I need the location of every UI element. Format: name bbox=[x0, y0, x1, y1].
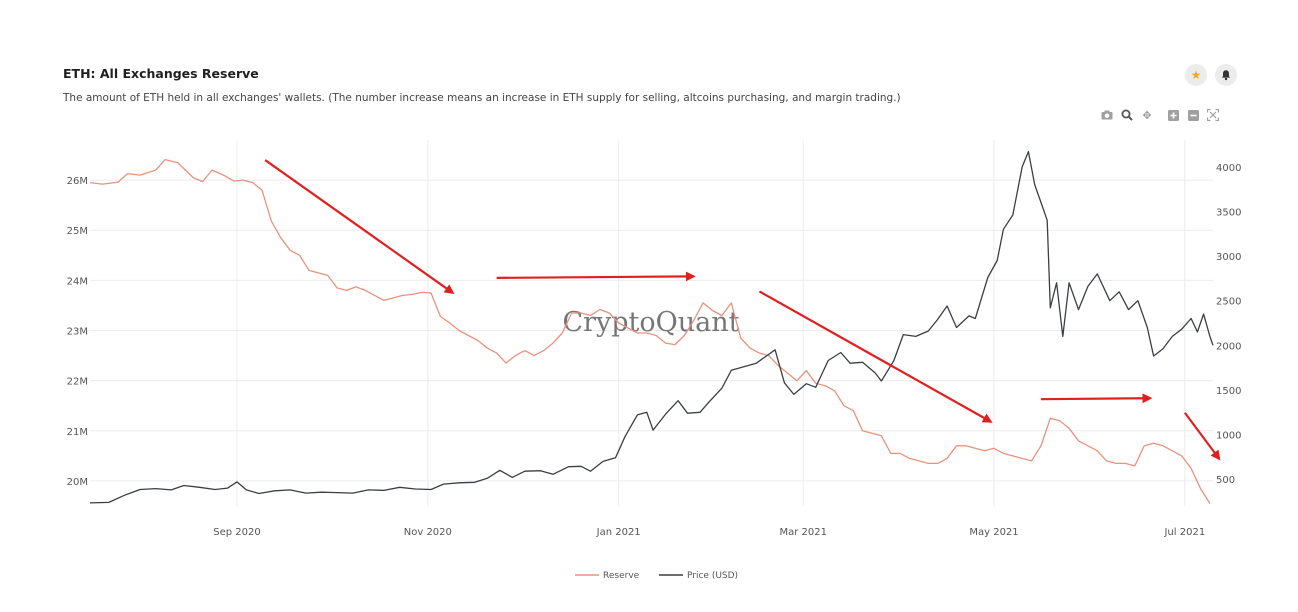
trend-arrow-3 bbox=[758, 290, 993, 423]
y-right-tick-label: 1500 bbox=[1216, 386, 1241, 397]
y-left-tick-label: 26M bbox=[67, 176, 88, 187]
y-right-tick-label: 1000 bbox=[1216, 431, 1241, 442]
camera-icon[interactable] bbox=[1100, 108, 1114, 122]
bell-icon[interactable] bbox=[1215, 64, 1237, 86]
y-left-tick-label: 23M bbox=[67, 327, 88, 338]
star-icon[interactable]: ★ bbox=[1185, 64, 1207, 86]
y-right-tick-label: 2000 bbox=[1216, 341, 1241, 352]
legend-item-label[interactable]: Reserve bbox=[603, 571, 640, 581]
trend-arrow-4 bbox=[1040, 393, 1153, 404]
annotations bbox=[264, 159, 1221, 461]
chart-toolbar: ✥ bbox=[1100, 108, 1220, 122]
y-right-tick-label: 3500 bbox=[1216, 207, 1241, 218]
y-left-tick-label: 25M bbox=[67, 226, 88, 237]
x-tick-label: Mar 2021 bbox=[779, 527, 827, 538]
pan-icon[interactable]: ✥ bbox=[1142, 108, 1152, 122]
trend-arrow-2 bbox=[496, 271, 696, 282]
zoom-icon[interactable] bbox=[1120, 108, 1134, 122]
y-right-tick-label: 2500 bbox=[1216, 297, 1241, 308]
x-tick-label: Nov 2020 bbox=[404, 527, 452, 538]
x-tick-label: May 2021 bbox=[969, 527, 1018, 538]
zoom-in-icon[interactable] bbox=[1166, 108, 1180, 122]
grid bbox=[90, 140, 1213, 506]
y-left-tick-label: 21M bbox=[67, 427, 88, 438]
series-line-price-usd[interactable] bbox=[89, 150, 1214, 504]
x-tick-label: Sep 2020 bbox=[213, 527, 260, 538]
series-line-reserve[interactable] bbox=[89, 158, 1211, 504]
legend: Reserve Price (USD) bbox=[575, 571, 738, 581]
y-left-tick-label: 20M bbox=[67, 477, 88, 488]
y-right-tick-label: 4000 bbox=[1216, 163, 1241, 174]
y-left-tick-label: 22M bbox=[67, 377, 88, 388]
chart-subtitle: The amount of ETH held in all exchanges'… bbox=[63, 92, 901, 104]
x-tick-label: Jul 2021 bbox=[1163, 527, 1205, 538]
watermark: CryptoQuant bbox=[562, 307, 739, 338]
chart-title: ETH: All Exchanges Reserve bbox=[63, 66, 259, 81]
trend-arrow-1 bbox=[264, 159, 455, 295]
y-left-tick-label: 24M bbox=[67, 276, 88, 287]
legend-item-label[interactable]: Price (USD) bbox=[687, 571, 738, 581]
trend-arrow-5 bbox=[1183, 412, 1221, 461]
y-right-tick-label: 3000 bbox=[1216, 252, 1241, 263]
autoscale-icon[interactable] bbox=[1206, 108, 1220, 122]
x-tick-label: Jan 2021 bbox=[596, 527, 641, 538]
zoom-out-icon[interactable] bbox=[1186, 108, 1200, 122]
y-right-tick-label: 500 bbox=[1216, 475, 1235, 486]
